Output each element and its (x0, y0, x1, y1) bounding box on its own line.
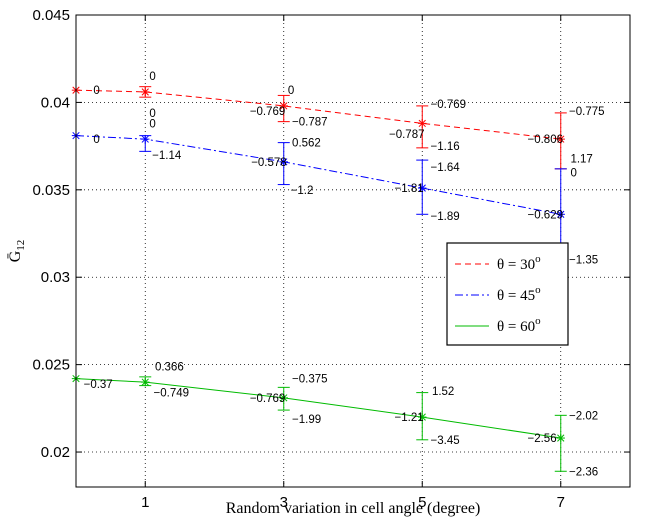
value-annotation: −0.787 (292, 117, 328, 129)
value-annotation: −0.787 (389, 129, 425, 141)
value-annotation: −2.36 (569, 466, 598, 478)
legend-label-main: θ = 30 (497, 257, 535, 273)
x-tick-label: 3 (280, 494, 288, 511)
y-tick-label: 0.045 (32, 7, 70, 24)
value-annotation: 0.562 (292, 138, 321, 150)
value-annotation: −0.629 (528, 209, 564, 221)
value-annotation: −2.02 (569, 410, 598, 422)
data-point-marker (418, 412, 427, 422)
data-point-marker (141, 87, 150, 97)
y-tick-label: 0.04 (41, 94, 70, 111)
y-axis-title-main: Ḡ (7, 250, 24, 262)
value-annotation: 0 (93, 134, 99, 146)
legend-label-main: θ = 60 (497, 319, 535, 335)
data-point-marker (279, 393, 288, 403)
y-tick-label: 0.02 (41, 444, 70, 461)
data-point-marker (141, 134, 150, 144)
error-bar (554, 414, 567, 472)
x-tick-label: 1 (141, 494, 149, 511)
legend-label-superscript: o (535, 315, 541, 327)
axis-ticks: 1 3 5 7 0.02 0.025 0.03 0.035 0.04 0.045 (32, 7, 630, 511)
value-annotation: −0.37 (84, 379, 113, 391)
value-annotation: 0 (570, 167, 576, 179)
y-axis-title-text: Ḡ12 (7, 240, 27, 263)
value-annotation: −1.16 (431, 141, 460, 153)
data-point-marker (556, 134, 565, 144)
value-annotation: 1.52 (432, 386, 454, 398)
value-annotation: −2.56 (528, 433, 557, 445)
value-annotation: −1.14 (152, 150, 182, 162)
value-annotation: 1.17 (570, 153, 592, 165)
value-annotation: −1.35 (569, 255, 598, 267)
series-line (75, 89, 561, 140)
y-axis-title: Ḡ12 (7, 240, 27, 263)
value-annotation: −3.45 (431, 435, 460, 447)
plot-frame (75, 14, 631, 488)
legend-label: θ = 45o (497, 284, 541, 304)
value-annotation: −1.2 (291, 185, 314, 197)
legend-label-main: θ = 45 (497, 288, 535, 304)
value-annotation: 0 (149, 71, 155, 83)
data-point-marker (279, 157, 288, 167)
value-annotation: −0.769 (431, 99, 467, 111)
legend-label: θ = 60o (497, 315, 541, 335)
value-annotation: −0.769 (250, 106, 286, 118)
value-annotation: 0 (149, 118, 155, 130)
value-annotations: 0000−0.769−0.787−0.769−0.787−1.16−0.775−… (84, 71, 605, 478)
x-tick-label: 7 (557, 494, 565, 511)
value-annotation: −1.89 (431, 211, 460, 223)
value-annotation: −0.769 (250, 393, 286, 405)
value-annotation: 0 (93, 85, 99, 97)
data-point-marker (556, 433, 565, 443)
value-annotation: 0 (149, 108, 155, 120)
x-axis-title: Random variation in cell angle (degree) (226, 500, 481, 517)
value-annotation: −1.64 (431, 162, 461, 174)
data-point-marker (141, 377, 150, 387)
x-tick-label: 5 (418, 494, 426, 511)
value-annotation: −0.749 (154, 388, 190, 400)
value-annotation: 0.366 (155, 361, 184, 373)
value-annotation: −0.578 (251, 157, 287, 169)
value-annotation: −0.806 (528, 134, 564, 146)
data-point-marker (279, 101, 288, 111)
y-tick-label: 0.03 (41, 269, 70, 286)
value-annotation: −1.21 (395, 412, 424, 424)
y-tick-label: 0.025 (32, 357, 70, 374)
y-tick-label: 0.035 (32, 182, 70, 199)
data-point-marker (418, 119, 427, 128)
data-point-marker (556, 210, 565, 219)
legend-label: θ = 30o (497, 253, 541, 273)
value-annotation: −1.99 (292, 414, 321, 426)
value-annotation: −1.81 (395, 183, 424, 195)
data-point-marker (418, 183, 427, 193)
legend-label-superscript: o (535, 253, 541, 265)
legend-box (446, 242, 569, 346)
value-annotation: 0 (288, 85, 294, 97)
legend-label-superscript: o (535, 284, 541, 296)
y-axis-title-subscript: 12 (15, 240, 27, 251)
value-annotation: −0.775 (569, 106, 605, 118)
value-annotation: −0.375 (292, 374, 328, 386)
